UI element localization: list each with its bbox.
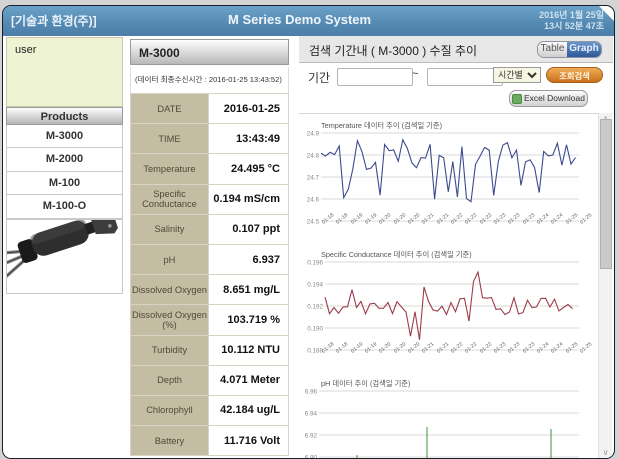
svg-text:24.5: 24.5 (307, 219, 320, 226)
svg-text:6.92: 6.92 (305, 433, 318, 440)
svg-text:24.7: 24.7 (307, 175, 320, 182)
svg-text:0.192: 0.192 (307, 304, 323, 311)
svg-text:6.94: 6.94 (305, 411, 318, 418)
svg-text:24.9: 24.9 (307, 131, 320, 138)
svg-text:0.196: 0.196 (307, 260, 323, 267)
svg-text:6.96: 6.96 (305, 389, 318, 396)
svg-text:0.194: 0.194 (307, 282, 323, 289)
svg-text:0.190: 0.190 (307, 326, 323, 333)
svg-text:6.90: 6.90 (305, 455, 318, 459)
svg-text:24.6: 24.6 (307, 197, 320, 204)
svg-text:24.8: 24.8 (307, 153, 320, 160)
